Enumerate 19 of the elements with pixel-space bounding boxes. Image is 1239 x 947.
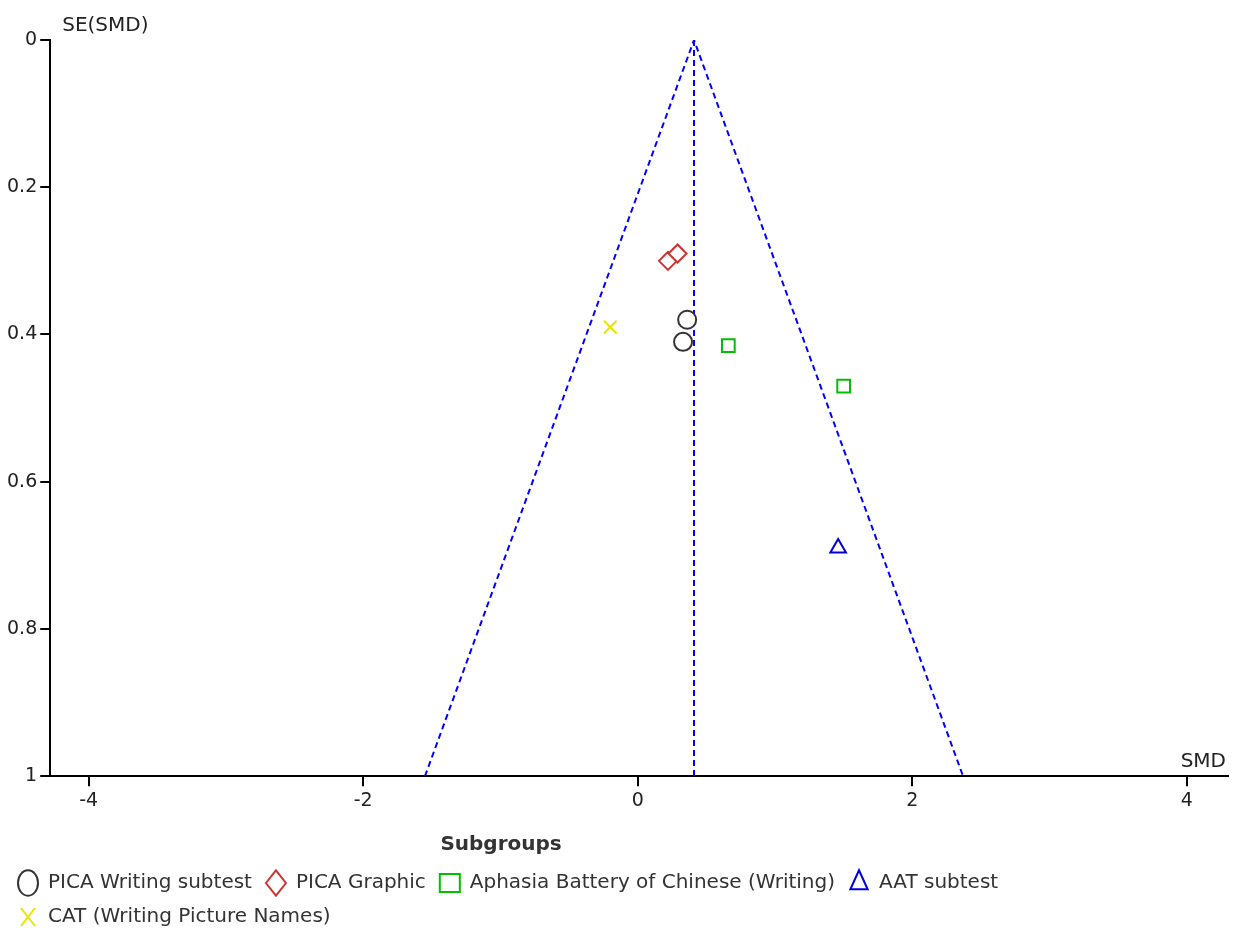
legend-label: AAT subtest (879, 869, 999, 894)
legend-label: CAT (Writing Picture Names) (48, 903, 331, 928)
y-tick-label: 0 (25, 26, 38, 49)
legend-label: Aphasia Battery of Chinese (Writing) (469, 869, 836, 894)
legend-label: PICA Writing subtest (48, 869, 253, 894)
y-tick-label: 0.4 (7, 321, 38, 344)
x-tick-label: -2 (353, 787, 373, 810)
legend-title: Subgroups (440, 831, 562, 856)
x-tick-label: -4 (79, 787, 99, 810)
legend-label: PICA Graphic (295, 869, 426, 894)
y-tick-label: 0.8 (7, 615, 38, 638)
y-tick-label: 1 (25, 763, 38, 786)
y-axis-title: SE(SMD) (62, 12, 149, 37)
x-tick-label: 0 (631, 787, 644, 810)
y-tick-label: 0.2 (7, 174, 38, 197)
x-axis-title: SMD (1180, 748, 1226, 773)
x-tick-label: 2 (906, 787, 919, 810)
x-tick-label: 4 (1180, 787, 1193, 810)
y-tick-label: 0.6 (7, 468, 38, 491)
